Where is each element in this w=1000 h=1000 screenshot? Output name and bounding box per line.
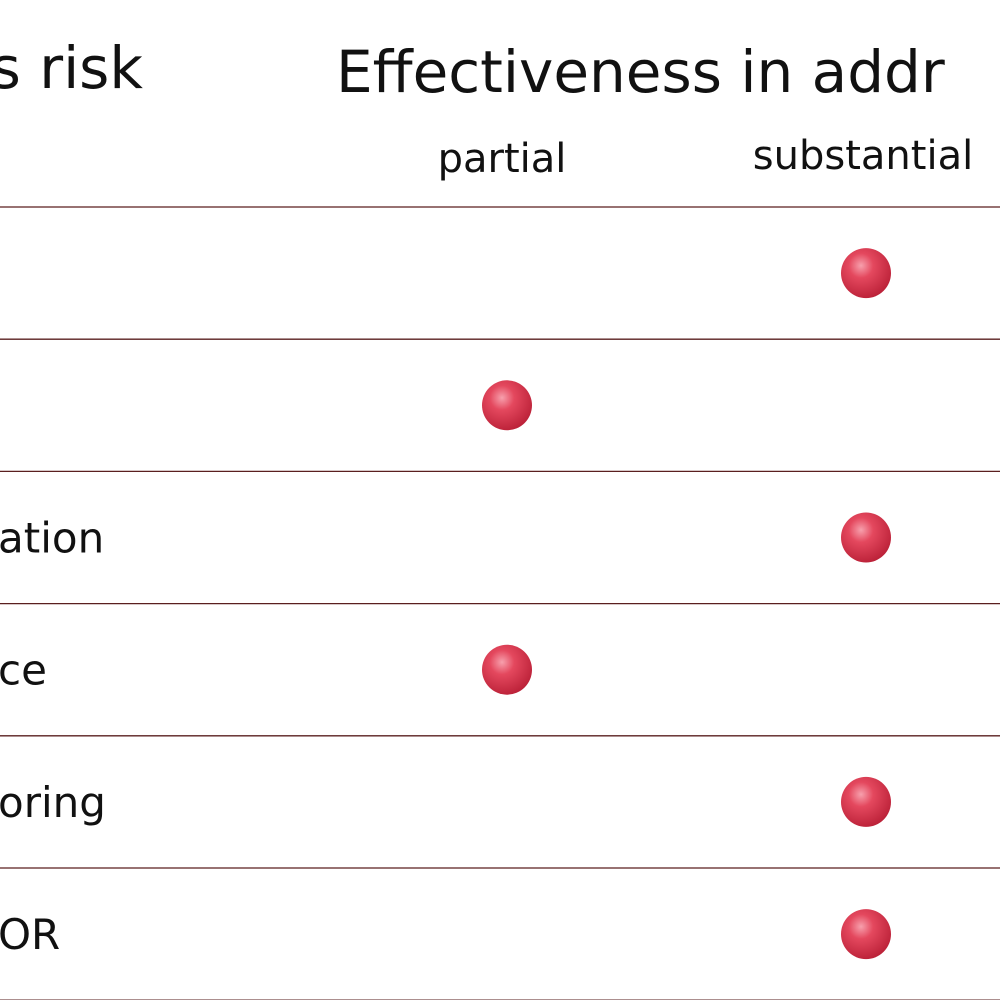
row-label: OR [0,910,60,959]
column-header: substantial [753,133,973,179]
header-title: Effectiveness in addr [336,38,945,106]
column-header: partial [438,136,567,182]
header-left: is risk [0,34,143,102]
rating-dot [482,644,532,695]
rating-dot [841,776,891,827]
rating-dot [482,380,532,431]
row-label: ation [0,514,104,563]
row-label: oring [0,778,106,827]
row-label: ce [0,646,47,695]
table-rows: ation ce oring OR [0,206,1000,1000]
rating-dot [841,512,891,563]
rating-dot [841,248,891,299]
rating-dot [841,909,891,960]
